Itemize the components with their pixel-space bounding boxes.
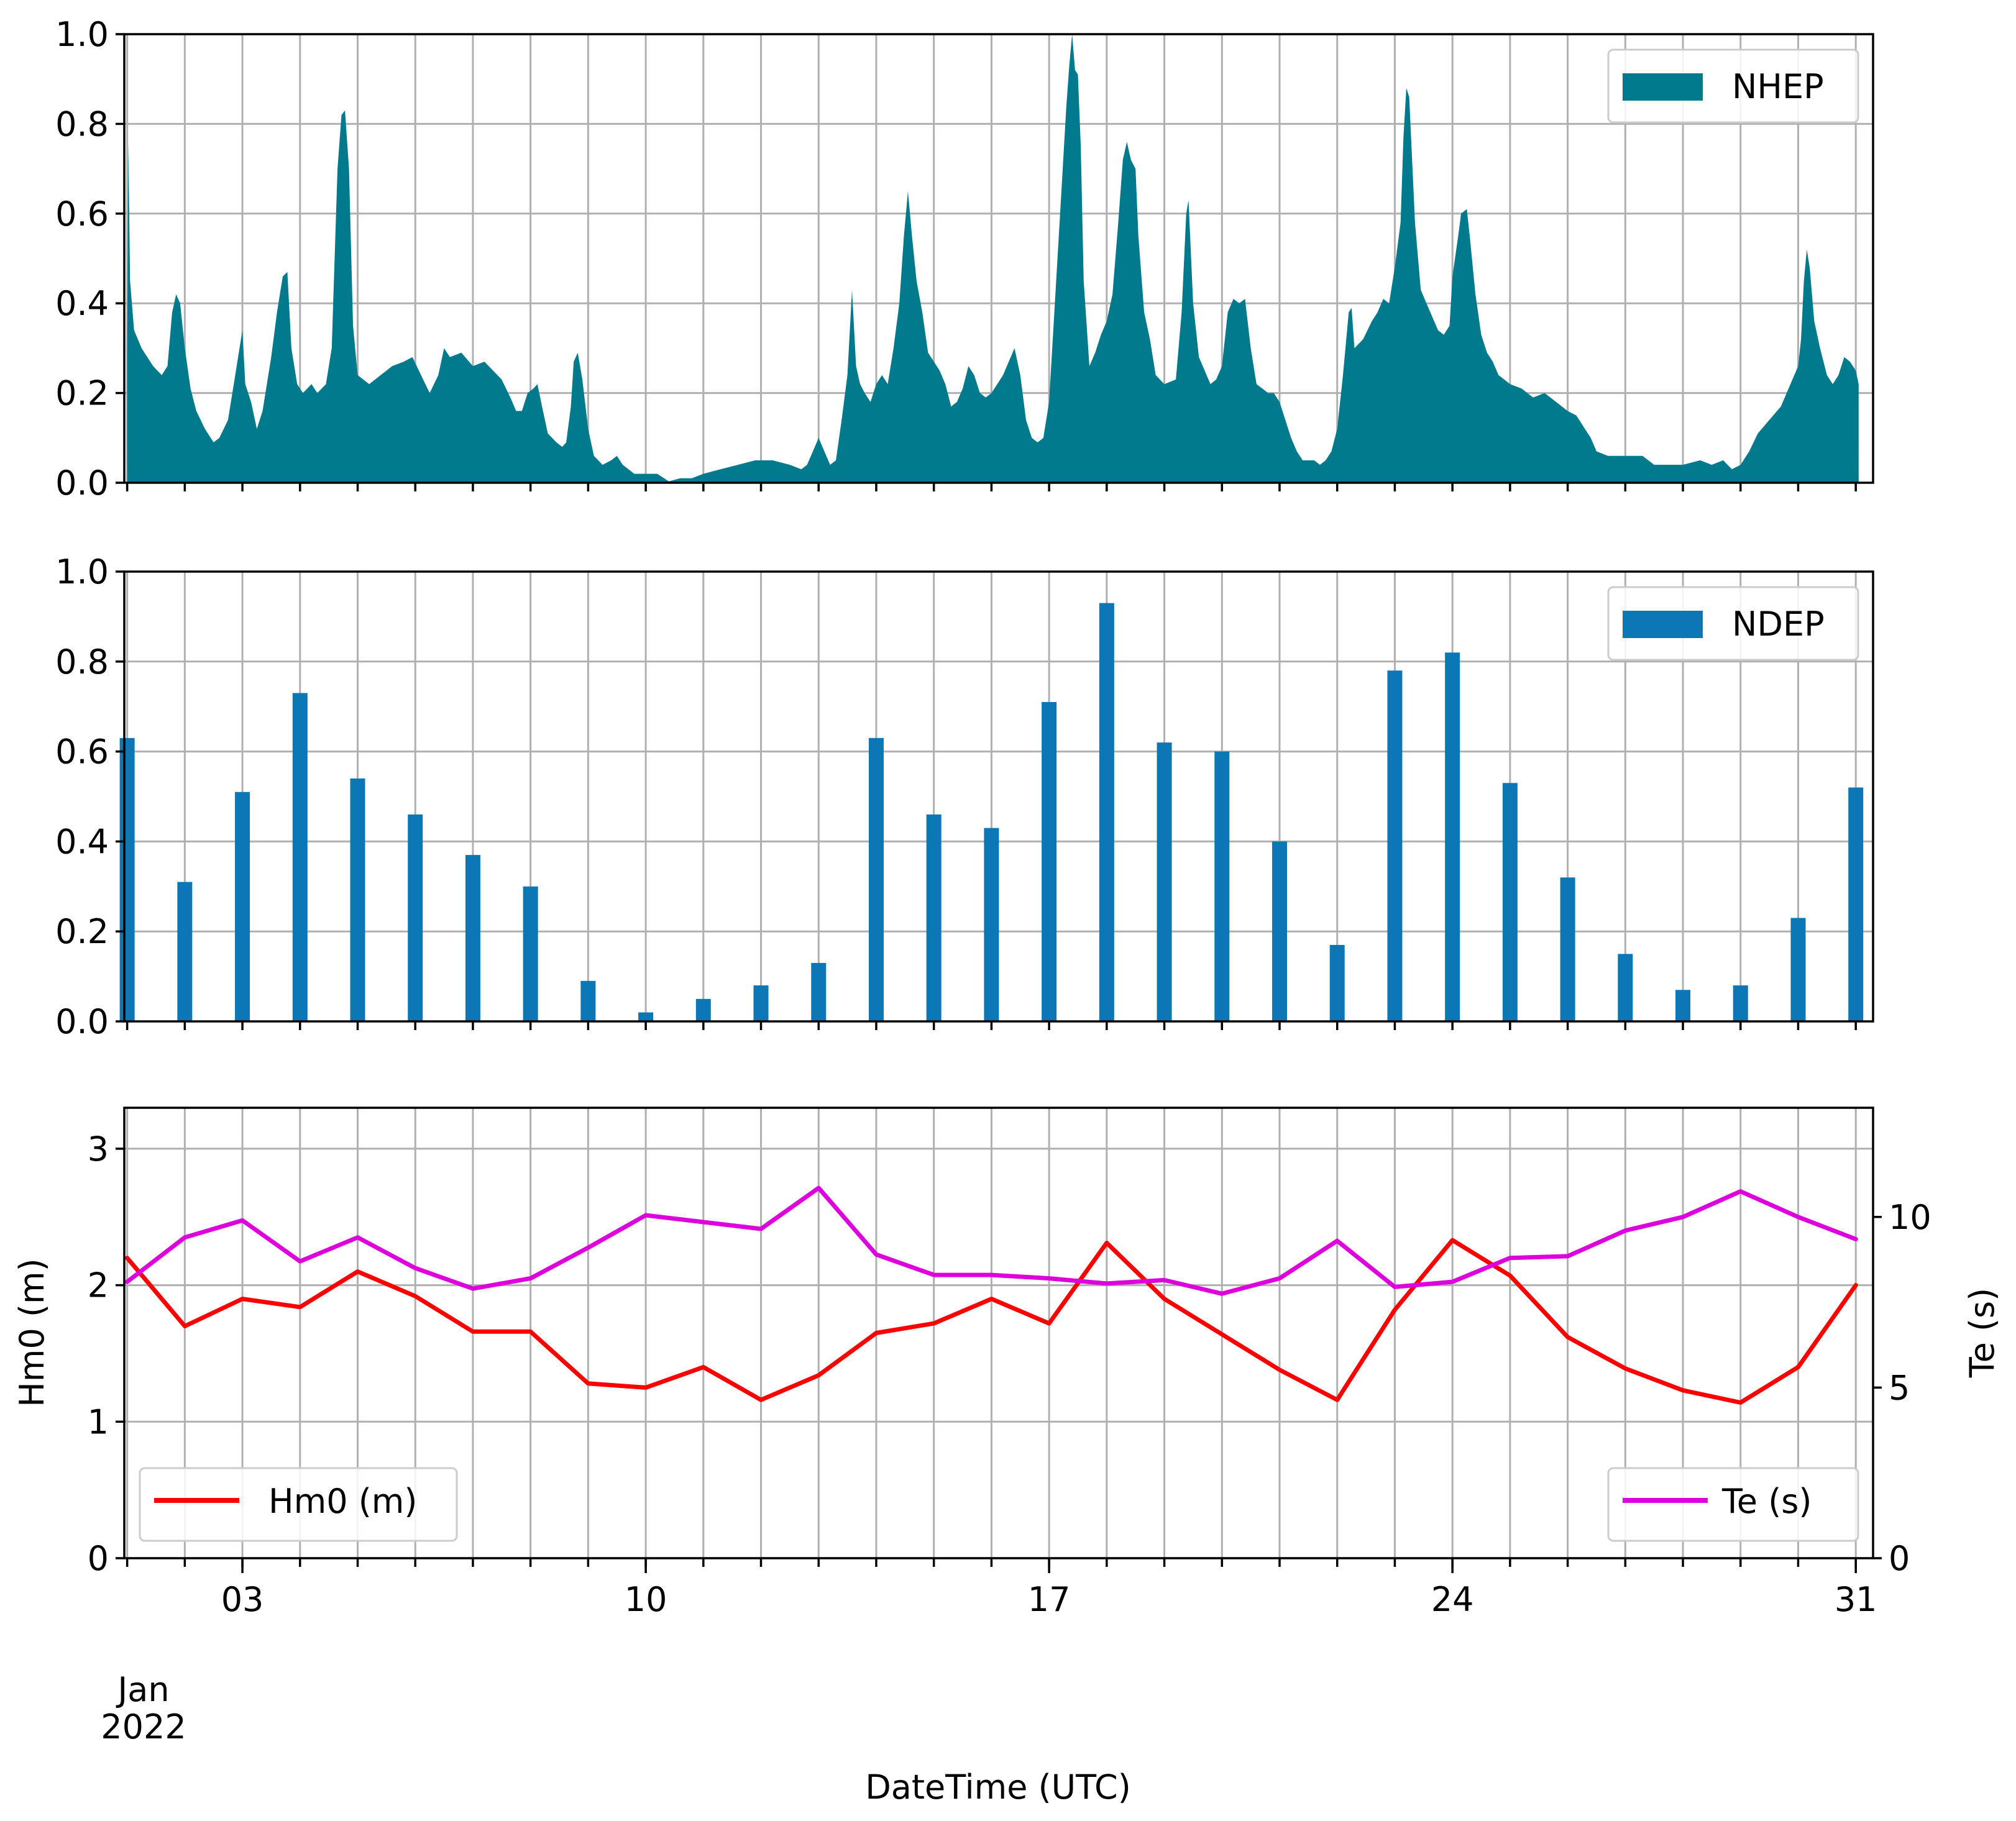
ndep-panel: 0.0 0.2 0.4 0.6 0.8 1.0 NDEP xyxy=(55,552,1874,1041)
ndep-bar xyxy=(1790,918,1806,1021)
ndep-bar xyxy=(1618,954,1633,1021)
x-tick-label: 24 xyxy=(1431,1580,1474,1619)
ndep-bar xyxy=(1502,783,1518,1021)
ndep-bar xyxy=(695,998,711,1021)
y-tick-label: 0.0 xyxy=(55,463,109,503)
te-axis-label: Te (s) xyxy=(1963,1288,2002,1378)
x-offset-year: 2022 xyxy=(101,1707,186,1746)
y-tick-label: 0.2 xyxy=(55,374,109,413)
ndep-bar xyxy=(1445,652,1460,1021)
hm0-legend: Hm0 (m) xyxy=(139,1467,458,1542)
te-line xyxy=(125,1185,1858,1296)
ndep-bar xyxy=(465,855,480,1021)
x-tick-label: 10 xyxy=(625,1580,667,1619)
x-tick-label: 03 xyxy=(221,1580,264,1619)
ndep-bar xyxy=(235,792,250,1021)
ndep-legend: NDEP xyxy=(1607,586,1859,661)
nhep-area xyxy=(127,34,1859,483)
nhep-legend-swatch xyxy=(1623,73,1703,101)
te-y-tick-label: 0 xyxy=(1889,1539,1910,1578)
ndep-legend-swatch xyxy=(1623,611,1703,638)
ndep-bars xyxy=(119,603,1864,1021)
wave-panel: 0 1 2 3 0 5 10 03 10 17 24 31 Hm0 (m) Te (s) Hm0 (m… xyxy=(12,1107,2002,1807)
hm0-y-tick-label: 2 xyxy=(88,1266,109,1305)
ndep-bar xyxy=(1387,670,1403,1021)
hm0-y-tick-label: 3 xyxy=(88,1130,109,1169)
ndep-bar xyxy=(1733,985,1748,1021)
ndep-bar xyxy=(1560,877,1575,1021)
hm0-legend-label: Hm0 (m) xyxy=(268,1482,417,1521)
x-tick-label: 31 xyxy=(1835,1580,1877,1619)
ndep-bar xyxy=(580,980,596,1021)
hm0-y-tick-label: 1 xyxy=(88,1402,109,1441)
ndep-bar xyxy=(408,814,423,1021)
nhep-legend-label: NHEP xyxy=(1732,67,1824,106)
te-legend: Te (s) xyxy=(1607,1467,1859,1542)
ndep-bar xyxy=(177,882,193,1021)
ndep-bar xyxy=(811,962,827,1021)
ndep-bar xyxy=(1675,990,1691,1021)
y-tick-label: 1.0 xyxy=(55,15,109,54)
ndep-bar xyxy=(1157,742,1172,1021)
te-legend-box xyxy=(1607,1467,1859,1542)
ndep-ticks: 0.0 0.2 0.4 0.6 0.8 1.0 xyxy=(55,552,1857,1041)
te-legend-label: Te (s) xyxy=(1721,1482,1812,1521)
hm0-legend-box xyxy=(139,1467,458,1542)
ndep-legend-box xyxy=(1607,586,1859,661)
ndep-bar xyxy=(638,1012,654,1021)
y-tick-label: 0.2 xyxy=(55,912,109,951)
y-tick-label: 0.8 xyxy=(55,104,109,144)
ndep-bar xyxy=(119,737,135,1021)
y-tick-label: 0.0 xyxy=(55,1002,109,1041)
x-tick-label: 17 xyxy=(1028,1580,1071,1619)
ndep-bar xyxy=(926,814,942,1021)
y-tick-label: 0.4 xyxy=(55,822,109,861)
x-axis-label: DateTime (UTC) xyxy=(865,1768,1131,1807)
ndep-axes-frame xyxy=(123,570,1874,1023)
x-offset-month: Jan xyxy=(116,1670,169,1709)
ndep-legend-label: NDEP xyxy=(1732,605,1825,644)
nhep-legend-box xyxy=(1607,48,1859,124)
ndep-bar xyxy=(350,778,365,1021)
nhep-legend: NHEP xyxy=(1607,48,1859,124)
hm0-y-tick-label: 0 xyxy=(88,1539,109,1578)
ndep-bar xyxy=(523,886,538,1021)
nhep-ticks: 0.0 0.2 0.4 0.6 0.8 1.0 xyxy=(55,15,1857,503)
y-tick-label: 0.6 xyxy=(55,194,109,234)
nhep-panel: 0.0 0.2 0.4 0.6 0.8 1.0 NHEP xyxy=(55,15,1874,503)
te-y-tick-label: 5 xyxy=(1889,1368,1910,1407)
nhep-axes-frame xyxy=(123,33,1874,484)
ndep-bar xyxy=(868,737,884,1021)
te-y-tick-label: 10 xyxy=(1889,1198,1931,1237)
y-tick-label: 0.8 xyxy=(55,642,109,682)
ndep-bar xyxy=(984,828,999,1021)
wave-axes-frame xyxy=(123,1107,1874,1559)
hm0-line xyxy=(125,1238,1858,1405)
ndep-bar xyxy=(1214,751,1230,1021)
wave-ticks: 0 1 2 3 0 5 10 03 10 17 24 31 xyxy=(88,1130,1931,1619)
ndep-bar xyxy=(292,693,308,1021)
ndep-bar xyxy=(1848,787,1864,1021)
ndep-bar xyxy=(1099,603,1114,1021)
ndep-bar xyxy=(1042,701,1057,1021)
wave-lines xyxy=(125,1185,1858,1405)
ndep-bar xyxy=(753,985,769,1021)
ndep-bar xyxy=(1272,841,1288,1021)
ndep-bar xyxy=(1329,944,1345,1021)
y-tick-label: 1.0 xyxy=(55,552,109,591)
hm0-axis-label: Hm0 (m) xyxy=(12,1258,52,1407)
y-tick-label: 0.6 xyxy=(55,733,109,772)
y-tick-label: 0.4 xyxy=(55,284,109,323)
